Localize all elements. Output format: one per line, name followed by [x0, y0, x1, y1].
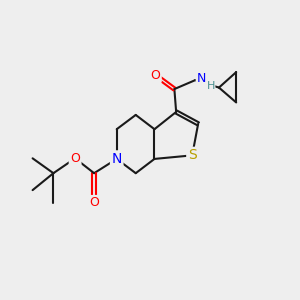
Text: H: H — [206, 80, 215, 91]
Text: O: O — [70, 152, 80, 165]
Text: O: O — [150, 69, 160, 82]
Text: N: N — [197, 72, 206, 85]
Text: S: S — [188, 148, 197, 162]
Text: O: O — [89, 196, 99, 209]
Text: N: N — [112, 152, 122, 166]
